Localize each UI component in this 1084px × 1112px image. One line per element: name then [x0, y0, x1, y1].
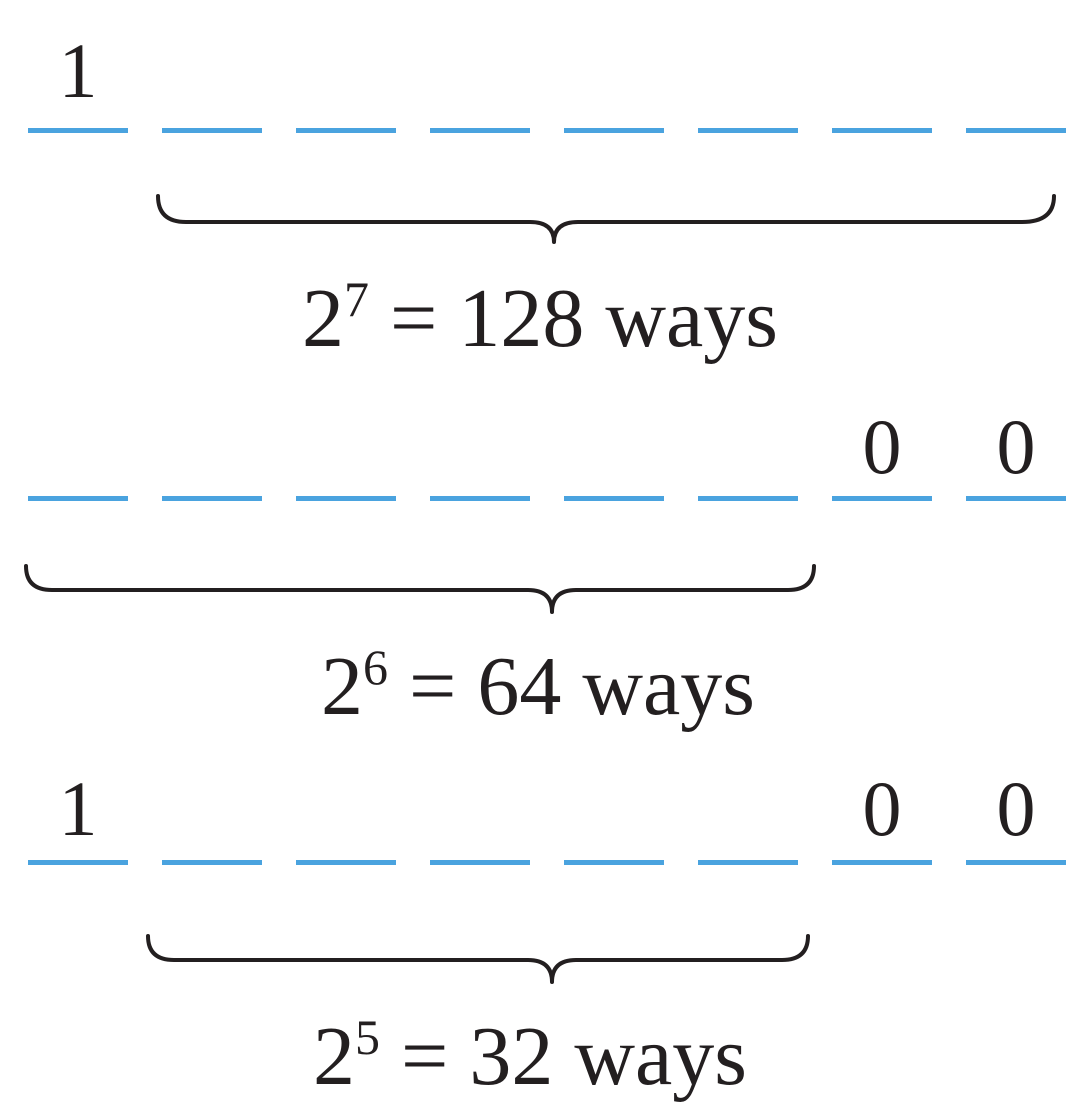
slot-line-8: [966, 860, 1066, 865]
slot-line-1: [28, 860, 128, 865]
underbrace: [24, 564, 816, 614]
slot-line-1: [28, 128, 128, 133]
count-label: 27 = 128 ways: [0, 274, 1084, 364]
digit-slot-1: 1: [58, 27, 98, 114]
count-exponent: 5: [354, 1009, 380, 1065]
count-value: = 32 ways: [379, 1010, 747, 1103]
slot-line-7: [832, 860, 932, 865]
slot-line-5: [564, 128, 664, 133]
digit-slot-7: 0: [862, 765, 902, 852]
count-value: = 128 ways: [368, 272, 778, 365]
slot-line-2: [162, 128, 262, 133]
slot-line-6: [698, 128, 798, 133]
slot-line-1: [28, 496, 128, 501]
slot-line-4: [430, 128, 530, 133]
slot-line-5: [564, 860, 664, 865]
digit-slot-8: 0: [996, 403, 1036, 490]
digit-slot-8: 0: [996, 765, 1036, 852]
slot-line-8: [966, 128, 1066, 133]
slot-line-5: [564, 496, 664, 501]
slot-line-2: [162, 860, 262, 865]
slot-line-4: [430, 496, 530, 501]
slot-line-8: [966, 496, 1066, 501]
count-base: 2: [301, 272, 344, 365]
count-value: = 64 ways: [387, 640, 755, 733]
slot-line-6: [698, 860, 798, 865]
count-label: 25 = 32 ways: [0, 1012, 1084, 1102]
underbrace: [146, 934, 810, 984]
count-exponent: 7: [343, 271, 369, 327]
slot-line-3: [296, 860, 396, 865]
slot-line-7: [832, 128, 932, 133]
slot-line-4: [430, 860, 530, 865]
digit-slot-7: 0: [862, 403, 902, 490]
slot-line-6: [698, 496, 798, 501]
count-base: 2: [320, 640, 363, 733]
slot-line-7: [832, 496, 932, 501]
count-base: 2: [312, 1010, 355, 1103]
slot-line-3: [296, 496, 396, 501]
underbrace: [156, 194, 1056, 244]
slot-line-2: [162, 496, 262, 501]
digit-slot-1: 1: [58, 765, 98, 852]
count-label: 26 = 64 ways: [0, 642, 1084, 732]
slot-line-3: [296, 128, 396, 133]
count-exponent: 6: [362, 639, 388, 695]
